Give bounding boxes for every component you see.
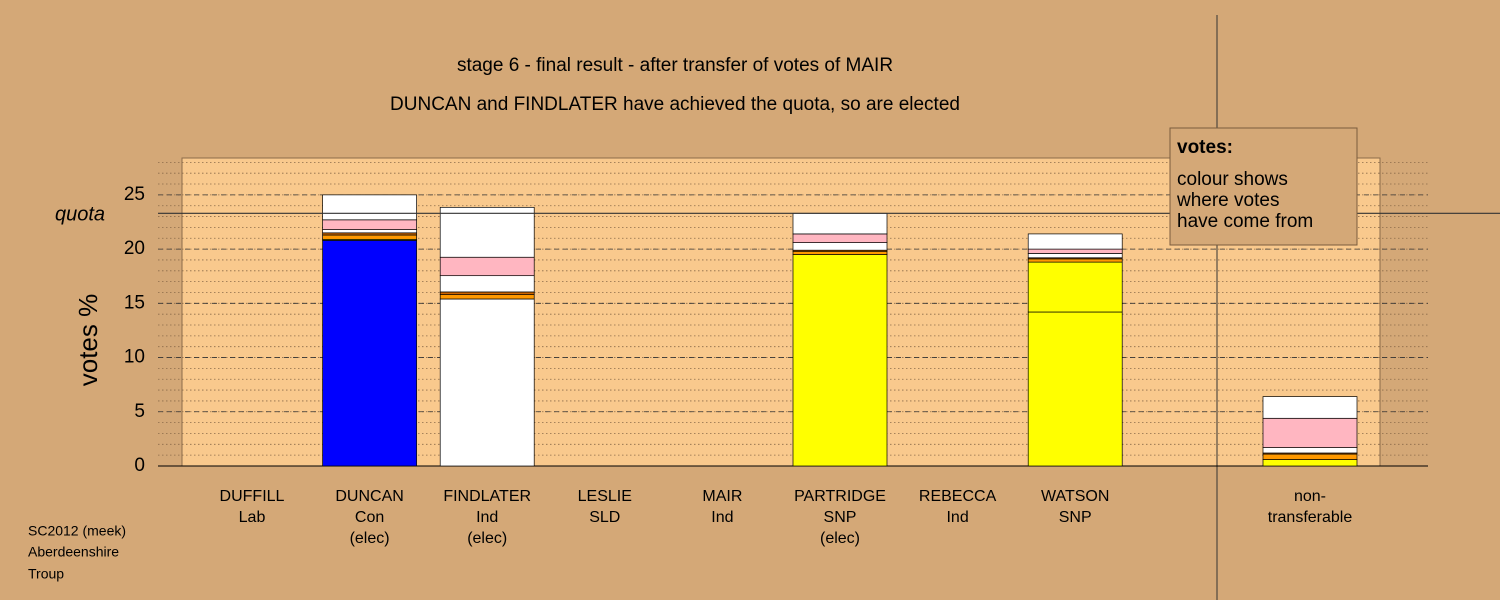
x-tick-label: DUNCAN bbox=[335, 488, 403, 505]
bar-segment bbox=[439, 256, 535, 277]
bar-segment bbox=[322, 240, 417, 467]
x-tick-label: non- bbox=[1294, 488, 1326, 505]
bar-segment bbox=[439, 275, 535, 293]
bar-segment bbox=[322, 229, 417, 234]
x-tick-sublabel: Con bbox=[355, 509, 384, 526]
quota-label: quota bbox=[55, 204, 105, 226]
status-label: (elec) bbox=[350, 530, 390, 547]
y-tick-label: 20 bbox=[124, 238, 145, 259]
x-tick-label: LESLIE bbox=[578, 488, 632, 505]
bar-segment bbox=[792, 212, 888, 235]
x-tick-label: WATSON bbox=[1041, 488, 1109, 505]
bar-segment bbox=[439, 291, 535, 295]
y-tick-label: 10 bbox=[124, 347, 145, 368]
x-tick-sublabel: Ind bbox=[476, 509, 498, 526]
bar-segment bbox=[322, 219, 417, 230]
bar-segment bbox=[439, 294, 535, 300]
x-tick-label: REBECCA bbox=[919, 488, 997, 505]
x-tick-label: MAIR bbox=[702, 488, 742, 505]
x-tick-sublabel: transferable bbox=[1268, 509, 1353, 526]
bar-segment bbox=[1027, 233, 1123, 250]
bar-segment bbox=[322, 194, 417, 221]
chart-subtitle: DUNCAN and FINDLATER have achieved the q… bbox=[390, 94, 960, 115]
bar-segment bbox=[1262, 417, 1358, 448]
footer: Troup bbox=[28, 566, 64, 582]
x-tick-sublabel: Ind bbox=[946, 509, 968, 526]
bar-segment bbox=[1027, 248, 1123, 254]
chart-title: stage 6 - final result - after transfer … bbox=[457, 55, 893, 76]
y-tick-label: 15 bbox=[124, 292, 145, 313]
bar-segment bbox=[792, 254, 888, 467]
bar-segment bbox=[1262, 396, 1358, 419]
status-label: (elec) bbox=[467, 530, 507, 547]
x-tick-label: DUFFILL bbox=[220, 488, 285, 505]
bar-segment bbox=[792, 233, 888, 243]
y-tick-label: 0 bbox=[134, 455, 145, 476]
bar-segment bbox=[1027, 261, 1123, 313]
bar-segment bbox=[1262, 447, 1358, 454]
bar-segment bbox=[1027, 311, 1123, 467]
footer: SC2012 (meek) bbox=[28, 523, 126, 539]
bar-segment bbox=[439, 298, 535, 467]
bar-segment bbox=[792, 242, 888, 251]
x-tick-sublabel: SLD bbox=[589, 509, 620, 526]
note-line: colour shows bbox=[1177, 169, 1288, 190]
note-line: have come from bbox=[1177, 211, 1313, 232]
x-tick-sublabel: Ind bbox=[711, 509, 733, 526]
y-tick-label: 25 bbox=[124, 184, 145, 205]
bar-segment bbox=[792, 250, 888, 255]
y-axis-label: votes % bbox=[73, 294, 103, 387]
footer: Aberdeenshire bbox=[28, 544, 119, 560]
status-label: (elec) bbox=[820, 530, 860, 547]
bar-segment bbox=[1027, 258, 1123, 263]
bar-segment bbox=[439, 206, 535, 258]
note-box bbox=[1169, 127, 1358, 246]
x-tick-label: FINDLATER bbox=[443, 488, 531, 505]
bar-segment bbox=[322, 234, 417, 240]
note-title: votes: bbox=[1177, 137, 1233, 158]
bar-segment bbox=[1027, 253, 1123, 259]
note-line: where votes bbox=[1176, 190, 1279, 211]
bar-segment bbox=[1262, 453, 1358, 460]
x-tick-sublabel: Lab bbox=[239, 509, 266, 526]
y-tick-label: 5 bbox=[134, 401, 145, 422]
bar-segment bbox=[1262, 459, 1358, 467]
x-tick-label: PARTRIDGE bbox=[794, 488, 886, 505]
x-tick-sublabel: SNP bbox=[1059, 509, 1092, 526]
x-tick-sublabel: SNP bbox=[824, 509, 857, 526]
